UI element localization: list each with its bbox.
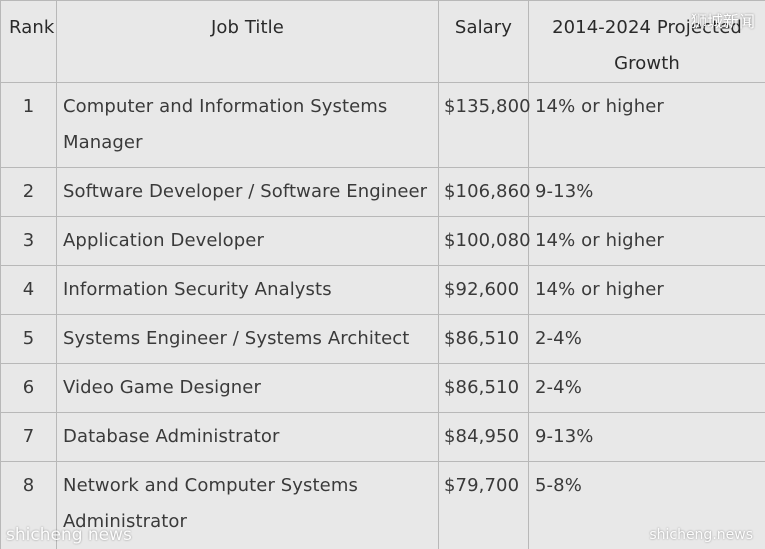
header-rank: Rank xyxy=(0,0,57,83)
job-title-cell: Application Developer xyxy=(56,216,439,266)
salary-cell: $84,950 xyxy=(438,412,529,462)
growth-cell: 2-4% xyxy=(528,314,765,364)
salary-cell: $92,600 xyxy=(438,265,529,315)
rank-cell: 7 xyxy=(0,412,57,462)
rank-cell: 5 xyxy=(0,314,57,364)
table-row: 2 Software Developer / Software Engineer… xyxy=(0,167,765,217)
header-growth: 2014-2024 Projected Growth xyxy=(528,0,765,83)
job-title-cell: Database Administrator xyxy=(56,412,439,462)
growth-cell: 2-4% xyxy=(528,363,765,413)
salary-cell: $106,860 xyxy=(438,167,531,217)
table-row: 5 Systems Engineer / Systems Architect $… xyxy=(0,314,765,364)
growth-cell: 14% or higher xyxy=(528,265,765,315)
rank-cell: 2 xyxy=(0,167,57,217)
job-title-cell: Systems Engineer / Systems Architect xyxy=(56,314,439,364)
growth-cell: 5-8% xyxy=(528,461,765,549)
salary-cell: $86,510 xyxy=(438,363,529,413)
job-title-cell: Computer and Information Systems Manager xyxy=(56,82,439,168)
header-row: Rank Job Title Salary 2014-2024 Projecte… xyxy=(0,0,765,83)
salary-cell: $79,700 xyxy=(438,461,529,549)
growth-cell: 9-13% xyxy=(528,167,765,217)
table-row: 6 Video Game Designer $86,510 2-4% xyxy=(0,363,765,413)
growth-cell: 9-13% xyxy=(528,412,765,462)
table-row: 8 Network and Computer Systems Administr… xyxy=(0,461,765,549)
table-row: 4 Information Security Analysts $92,600 … xyxy=(0,265,765,315)
job-title-cell: Software Developer / Software Engineer xyxy=(56,167,439,217)
salary-cell: $86,510 xyxy=(438,314,529,364)
growth-cell: 14% or higher xyxy=(528,216,765,266)
rank-cell: 8 xyxy=(0,461,57,549)
table-row: 3 Application Developer $100,080 14% or … xyxy=(0,216,765,266)
header-salary: Salary xyxy=(438,0,529,83)
salary-cell: $135,800 xyxy=(438,82,531,168)
rank-cell: 4 xyxy=(0,265,57,315)
rank-cell: 3 xyxy=(0,216,57,266)
job-title-cell: Network and Computer Systems Administrat… xyxy=(56,461,439,549)
rank-cell: 6 xyxy=(0,363,57,413)
job-title-cell: Video Game Designer xyxy=(56,363,439,413)
salary-cell: $100,080 xyxy=(438,216,531,266)
table-row: 7 Database Administrator $84,950 9-13% xyxy=(0,412,765,462)
table-row: 1 Computer and Information Systems Manag… xyxy=(0,82,765,168)
rank-cell: 1 xyxy=(0,82,57,168)
header-job-title: Job Title xyxy=(56,0,439,83)
growth-cell: 14% or higher xyxy=(528,82,765,168)
job-title-cell: Information Security Analysts xyxy=(56,265,439,315)
